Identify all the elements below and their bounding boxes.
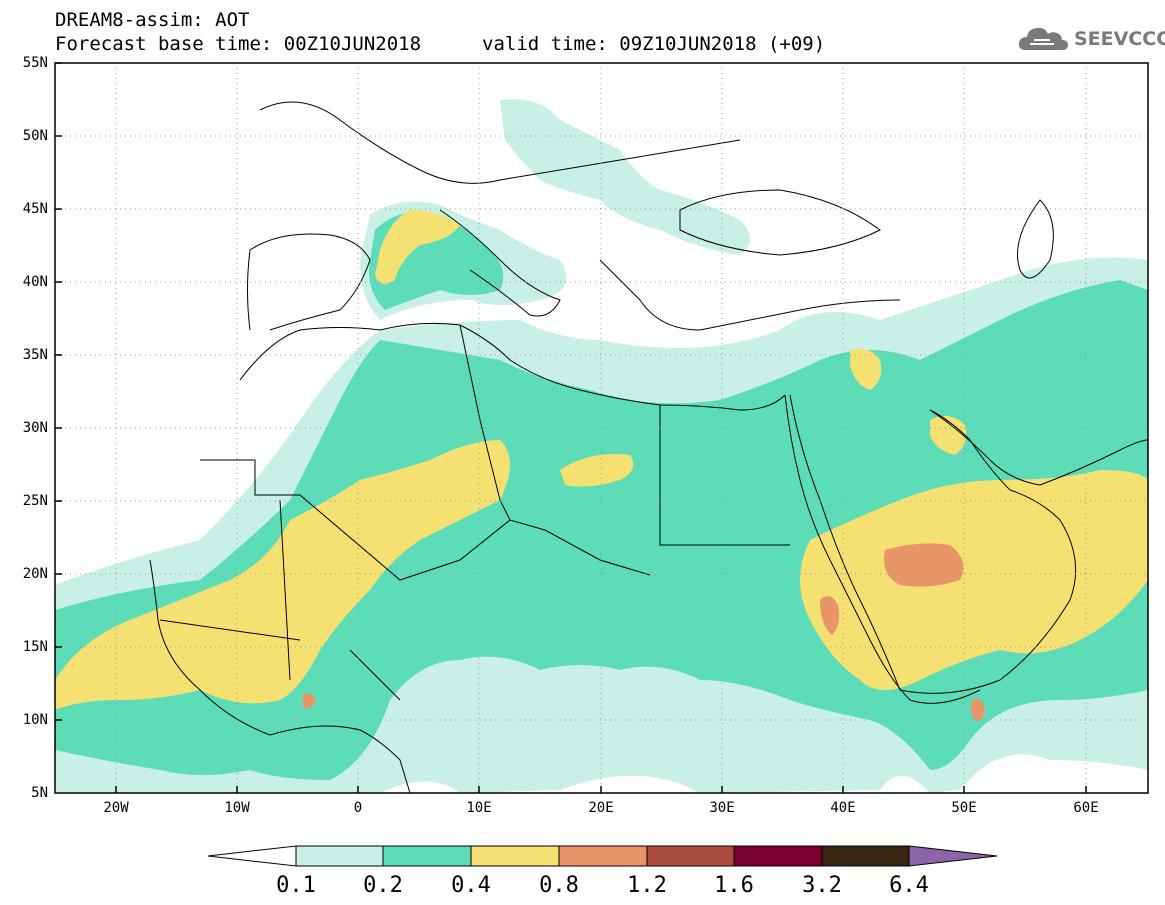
map-title: DREAM8-assim: AOT	[55, 9, 250, 31]
graticule	[55, 63, 1148, 793]
lon-label-10w: 10W	[224, 800, 250, 816]
coastline-redsea-west	[784, 394, 981, 704]
border-sahara-1	[200, 459, 651, 581]
coastline-black-sea	[679, 189, 881, 256]
aot-contour-0.4-alps	[375, 210, 460, 284]
lon-label-20w: 20W	[103, 800, 129, 816]
colorbar-bin-0.4-0.8	[470, 845, 560, 867]
coastline-caspian	[1017, 199, 1054, 279]
base-time-label: Forecast base time: 00Z10JUN2018	[55, 33, 422, 55]
lon-label-60e: 60E	[1073, 800, 1099, 816]
axis-ticks	[55, 62, 1087, 793]
valid-time-label: valid time: 09Z10JUN2018 (+09)	[482, 33, 826, 55]
colorbar-label-0.2: 0.2	[363, 873, 403, 898]
colorbar-label-1.2: 1.2	[627, 873, 667, 898]
cloud-icon	[1018, 27, 1068, 50]
lat-label-50n: 50N	[22, 128, 48, 144]
coastline-layer	[149, 101, 1148, 793]
colorbar-bin-1.2-1.6	[646, 845, 735, 867]
coastline-italy	[439, 209, 561, 317]
lon-label-10e: 10E	[466, 800, 492, 816]
lat-label-15n: 15N	[22, 639, 48, 655]
lat-label-45n: 45N	[22, 201, 48, 217]
aot-contour-0.8-arabia	[884, 543, 964, 587]
lat-label-20n: 20N	[22, 566, 48, 582]
lat-label-10n: 10N	[22, 712, 48, 728]
colorbar-under-arrow	[207, 845, 297, 867]
colorbar-label-1.6: 1.6	[714, 873, 754, 898]
coastline-north-africa	[239, 322, 786, 411]
seevccc-logo: SEEVCCC	[1016, 22, 1165, 58]
colorbar-label-3.2: 3.2	[802, 873, 842, 898]
lat-label-40n: 40N	[22, 274, 48, 290]
aot-contour-0.8-somalia	[970, 698, 985, 722]
aot-contour-0.4-arabia	[800, 470, 1148, 690]
border-sahara-3	[459, 324, 511, 521]
lat-label-55n: 55N	[22, 55, 48, 71]
colorbar-bin-3.2-6.4	[821, 845, 910, 867]
lon-label-50e: 50E	[951, 800, 977, 816]
aot-contour-0.1-europe	[500, 99, 750, 256]
aot-contour-0.8-westafrica	[302, 693, 316, 709]
lat-label-35n: 35N	[22, 347, 48, 363]
logo-text: SEEVCCC	[1074, 28, 1165, 50]
coastline-persian-gulf	[929, 409, 1148, 486]
aot-contour-0.8-redsea	[820, 596, 840, 635]
colorbar-bin-0.8-1.2	[558, 845, 648, 867]
aot-contour-0.2-iran	[937, 330, 1110, 400]
colorbar-label-0.8: 0.8	[539, 873, 579, 898]
lon-label-40e: 40E	[830, 800, 856, 816]
coastline-greece-turkey	[599, 259, 901, 331]
colorbar-label-0.4: 0.4	[451, 873, 491, 898]
aot-contour-0.4-libya	[560, 454, 634, 487]
aot-contour-0.4-sahara	[55, 440, 510, 710]
colorbar-bin-0.2-0.4	[382, 845, 472, 867]
lat-label-5n: 5N	[31, 785, 48, 801]
colorbar-label-6.4: 6.4	[889, 873, 929, 898]
aot-contour-0.4-gulf	[930, 416, 967, 455]
colorbar-over-arrow	[908, 845, 998, 867]
coastline-arabia	[789, 394, 1077, 694]
colorbar-bin-0.1-0.2	[295, 845, 384, 867]
lon-label-0: 0	[353, 800, 363, 816]
border-sahara-2	[659, 405, 790, 546]
aot-contour-0.4-iraq	[850, 348, 882, 390]
colorbar	[207, 845, 998, 867]
lon-label-20e: 20E	[588, 800, 614, 816]
colorbar-label-0.1: 0.1	[276, 873, 316, 898]
lat-label-25n: 25N	[22, 493, 48, 509]
colorbar-bin-1.6-3.2	[733, 845, 823, 867]
coastline-iberia	[247, 233, 371, 331]
lon-label-30e: 30E	[709, 800, 735, 816]
coastline-west-africa	[149, 559, 411, 793]
coastline-europe-north	[259, 101, 741, 184]
lat-label-30n: 30N	[22, 420, 48, 436]
aot-fill-layer	[55, 99, 1148, 793]
